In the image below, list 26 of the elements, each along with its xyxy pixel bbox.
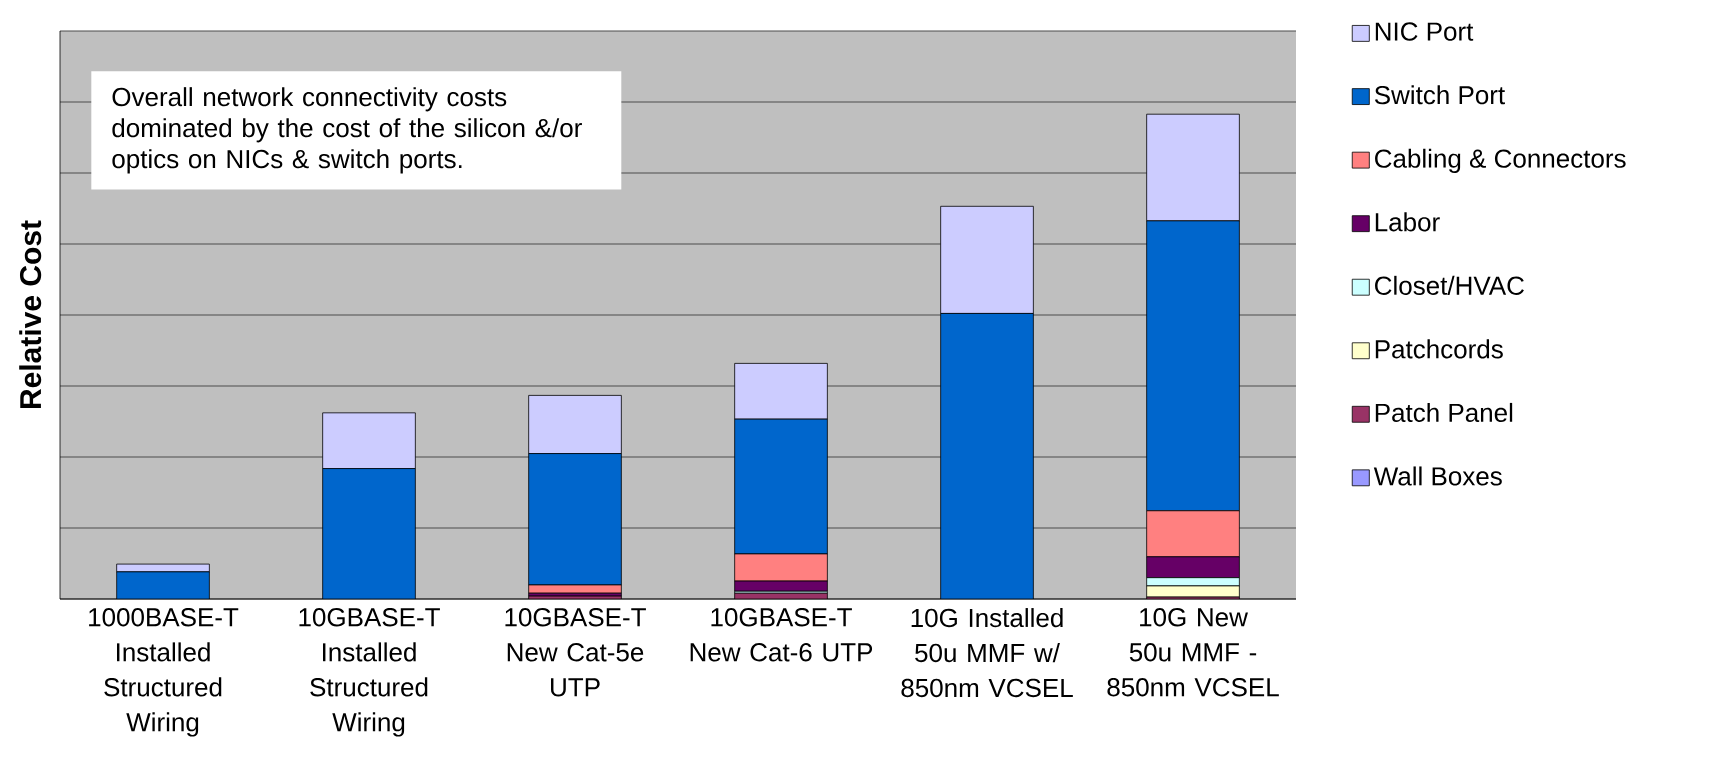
bar	[528, 394, 622, 454]
bar	[1146, 220, 1240, 512]
x-tick-label: 10GBASE-T Installed Structured Wiring	[299, 608, 440, 737]
y-axis-title: Relative Cost	[19, 220, 42, 409]
bar	[528, 584, 622, 594]
bar	[116, 571, 210, 599]
legend-label: Wall Boxes	[1373, 466, 1502, 486]
x-tick-label: 10G New 50u MMF - 850nm VCSEL	[1107, 608, 1279, 697]
x-tick-label: 10GBASE-T New Cat-5e UTP	[505, 608, 646, 697]
x-tick-label: 1000BASE-T Installed Structured Wiring	[89, 608, 239, 737]
bar	[940, 313, 1034, 599]
legend-label: Patch Panel	[1375, 402, 1513, 423]
legend-label: Cabling & Connectors	[1375, 148, 1626, 173]
legend-label: Patchcords	[1375, 339, 1503, 359]
legend-label: Labor	[1375, 212, 1440, 232]
bar	[734, 418, 828, 555]
legend-label: Switch Port	[1374, 85, 1505, 105]
legend-label: NIC Port	[1375, 22, 1474, 41]
x-tick-label: 10GBASE-T New Cat-6 UTP	[690, 608, 873, 662]
legend-label: Closet/HVAC	[1375, 275, 1524, 295]
bar	[322, 412, 416, 469]
bar	[322, 468, 416, 599]
x-tick-label: 10G Installed 50u MMF w/ 850nm VCSEL	[901, 608, 1073, 698]
bar	[734, 362, 828, 420]
bar	[528, 453, 622, 586]
annotation: Overall network connectivity costs dominated by the cost of the silicon &/or optics on NICs & switch ports.	[112, 87, 582, 174]
